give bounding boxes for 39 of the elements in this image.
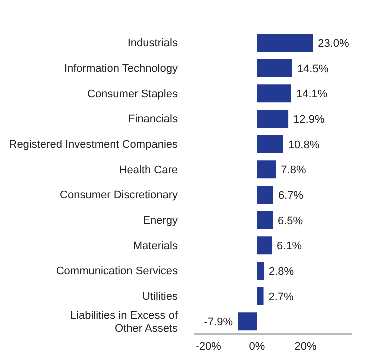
bar [257,110,289,128]
bar [257,160,276,179]
data-label: 7.8% [281,164,306,177]
x-tick-label: 0% [249,340,266,353]
y-tick-label: Liabilities in Excess of Other Assets [70,310,179,335]
data-label: 6.7% [278,190,304,202]
y-tick-label: Communication Services [56,266,178,278]
bar [257,262,264,280]
data-label: 2.8% [269,266,294,278]
y-tick-label: Consumer Discretionary [60,190,178,202]
y-tick-label: Materials [133,240,178,252]
data-label: 12.9% [294,114,325,126]
data-label: 2.7% [268,291,294,304]
data-label: 23.0% [318,38,350,50]
x-tick-label: 20% [294,340,318,353]
bar [238,312,258,331]
data-label: 10.8% [288,139,320,152]
y-tick-label: Utilities [142,291,178,303]
bar [257,34,314,52]
y-tick-label: Registered Investment Companies [9,139,178,151]
y-tick-label: Health Care [119,164,178,176]
data-label: 14.1% [296,88,328,101]
bar [257,84,292,103]
bar [257,186,274,204]
y-tick-label: Energy [143,215,178,227]
x-tick-label: -20% [196,340,222,353]
bar [257,287,264,306]
y-tick-label: Information Technology [64,63,178,75]
y-tick-label: Financials [128,114,178,126]
y-tick-label: Industrials [128,38,178,50]
bar [257,211,273,230]
data-label: 6.5% [278,215,304,228]
bar [257,236,272,255]
bar [257,135,284,154]
data-label: 14.5% [297,63,329,76]
bar [257,59,292,78]
data-label: 6.1% [277,240,302,253]
y-tick-label: Consumer Staples [88,88,178,100]
data-label: -7.9% [204,316,234,329]
